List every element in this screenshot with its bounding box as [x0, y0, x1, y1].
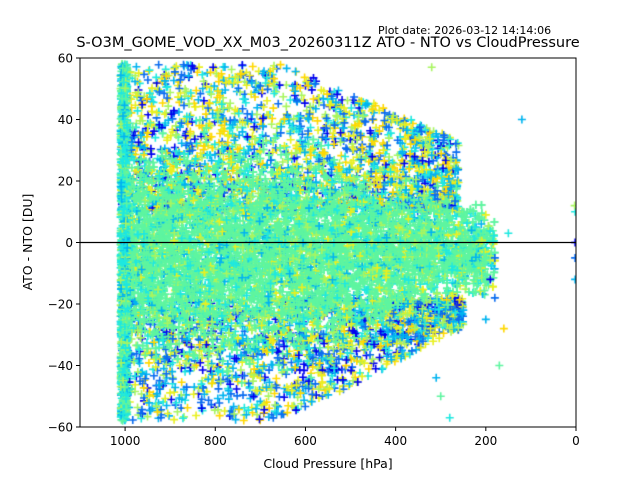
x-tick-label: 0: [572, 434, 580, 448]
x-tick-label: 400: [384, 434, 407, 448]
x-axis-label: Cloud Pressure [hPa]: [263, 456, 392, 471]
x-tick-label: 1000: [110, 434, 141, 448]
x-tick-label: 600: [294, 434, 317, 448]
y-tick-label: 60: [58, 52, 73, 66]
y-axis-ticks: 60 40 20 0 −20 −40 −60: [48, 52, 80, 435]
x-axis-ticks: 1000 800 600 400 200 0: [110, 427, 580, 448]
y-tick-label: 40: [58, 113, 73, 127]
x-tick-label: 800: [204, 434, 227, 448]
y-tick-label: −20: [48, 298, 73, 312]
plot-date: Plot date: 2026-03-12 14:14:06: [378, 24, 552, 37]
x-tick-label: 200: [474, 434, 497, 448]
chart-title: S-O3M_GOME_VOD_XX_M03_20260311Z ATO - NT…: [76, 35, 580, 51]
y-tick-label: −60: [48, 421, 73, 435]
y-axis-label: ATO - NTO [DU]: [20, 194, 35, 291]
y-tick-label: 0: [65, 236, 73, 250]
y-tick-label: −40: [48, 359, 73, 373]
y-tick-label: 20: [58, 175, 73, 189]
